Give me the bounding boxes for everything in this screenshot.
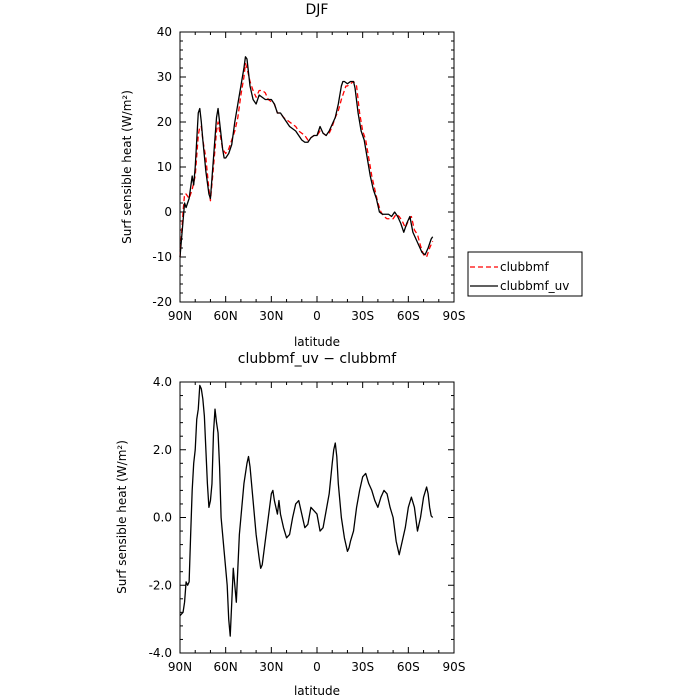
series-group: [179, 384, 434, 637]
chart-panel-bottom: clubbmf_uv − clubbmf 90N 60N 30N 0 30S 60S 90S…: [115, 351, 465, 698]
chart-title: DJF: [306, 2, 329, 18]
x-axis-label: latitude: [294, 684, 340, 698]
x-tick-label: 0: [313, 309, 321, 323]
x-tick-label: 30S: [351, 309, 374, 323]
axis-ticks: [179, 381, 455, 654]
y-tick-label: 20: [157, 115, 172, 129]
y-axis-label: Surf sensible heat (W/m²): [115, 440, 129, 594]
chart-title: clubbmf_uv − clubbmf: [238, 351, 397, 367]
legend-box: [467, 251, 583, 297]
y-axis-label: Surf sensible heat (W/m²): [120, 90, 134, 244]
y-tick-label: 2.0: [153, 443, 172, 457]
legend: clubbmf clubbmf_uv: [467, 251, 583, 297]
y-tick-label: -20: [152, 295, 172, 309]
x-tick-label: 30S: [351, 660, 374, 674]
y-tick-label: -4.0: [149, 646, 172, 660]
series-line-clubbmf-uv-clubbmf: [179, 384, 434, 637]
y-tick-label: 30: [157, 70, 172, 84]
x-tick-label: 90N: [168, 309, 192, 323]
y-tick-labels: -20 -10 0 10 20 30 40: [152, 25, 172, 309]
x-tick-labels: 90N 60N 30N 0 30S 60S 90S: [168, 309, 466, 323]
x-tick-label: 90S: [443, 660, 466, 674]
y-tick-label: -10: [152, 250, 172, 264]
x-tick-label: 0: [313, 660, 321, 674]
x-tick-label: 60S: [397, 309, 420, 323]
x-tick-label: 60S: [397, 660, 420, 674]
x-tick-label: 30N: [259, 309, 283, 323]
chart-panel-top: DJF 90N 60N 30N 0 30S 60S 90S -20-10010203040 …: [120, 2, 583, 349]
y-tick-label: 4.0: [153, 375, 172, 389]
y-tick-label: 40: [157, 25, 172, 39]
x-tick-label: 90S: [443, 309, 466, 323]
y-tick-label: 0.0: [153, 511, 172, 525]
y-tick-label: 10: [157, 160, 172, 174]
x-tick-label: 90N: [168, 660, 192, 674]
series-line-clubbmf: [179, 62, 434, 258]
plot-frame: [179, 31, 455, 303]
y-tick-label: 0: [164, 205, 172, 219]
x-tick-label: 60N: [214, 660, 238, 674]
legend-label-clubbmf-uv: clubbmf_uv: [500, 279, 569, 293]
series-group: [179, 56, 434, 258]
series-line-clubbmf-uv: [179, 56, 434, 258]
y-tick-labels: -4.0 -2.0 0.0 2.0 4.0: [149, 375, 172, 660]
legend-label-clubbmf: clubbmf: [500, 260, 549, 274]
axis-ticks: [179, 31, 455, 303]
x-tick-label: 30N: [259, 660, 283, 674]
x-tick-labels: 90N 60N 30N 0 30S 60S 90S: [168, 660, 466, 674]
x-axis-label: latitude: [294, 335, 340, 349]
x-tick-label: 60N: [214, 309, 238, 323]
y-tick-label: -2.0: [149, 578, 172, 592]
